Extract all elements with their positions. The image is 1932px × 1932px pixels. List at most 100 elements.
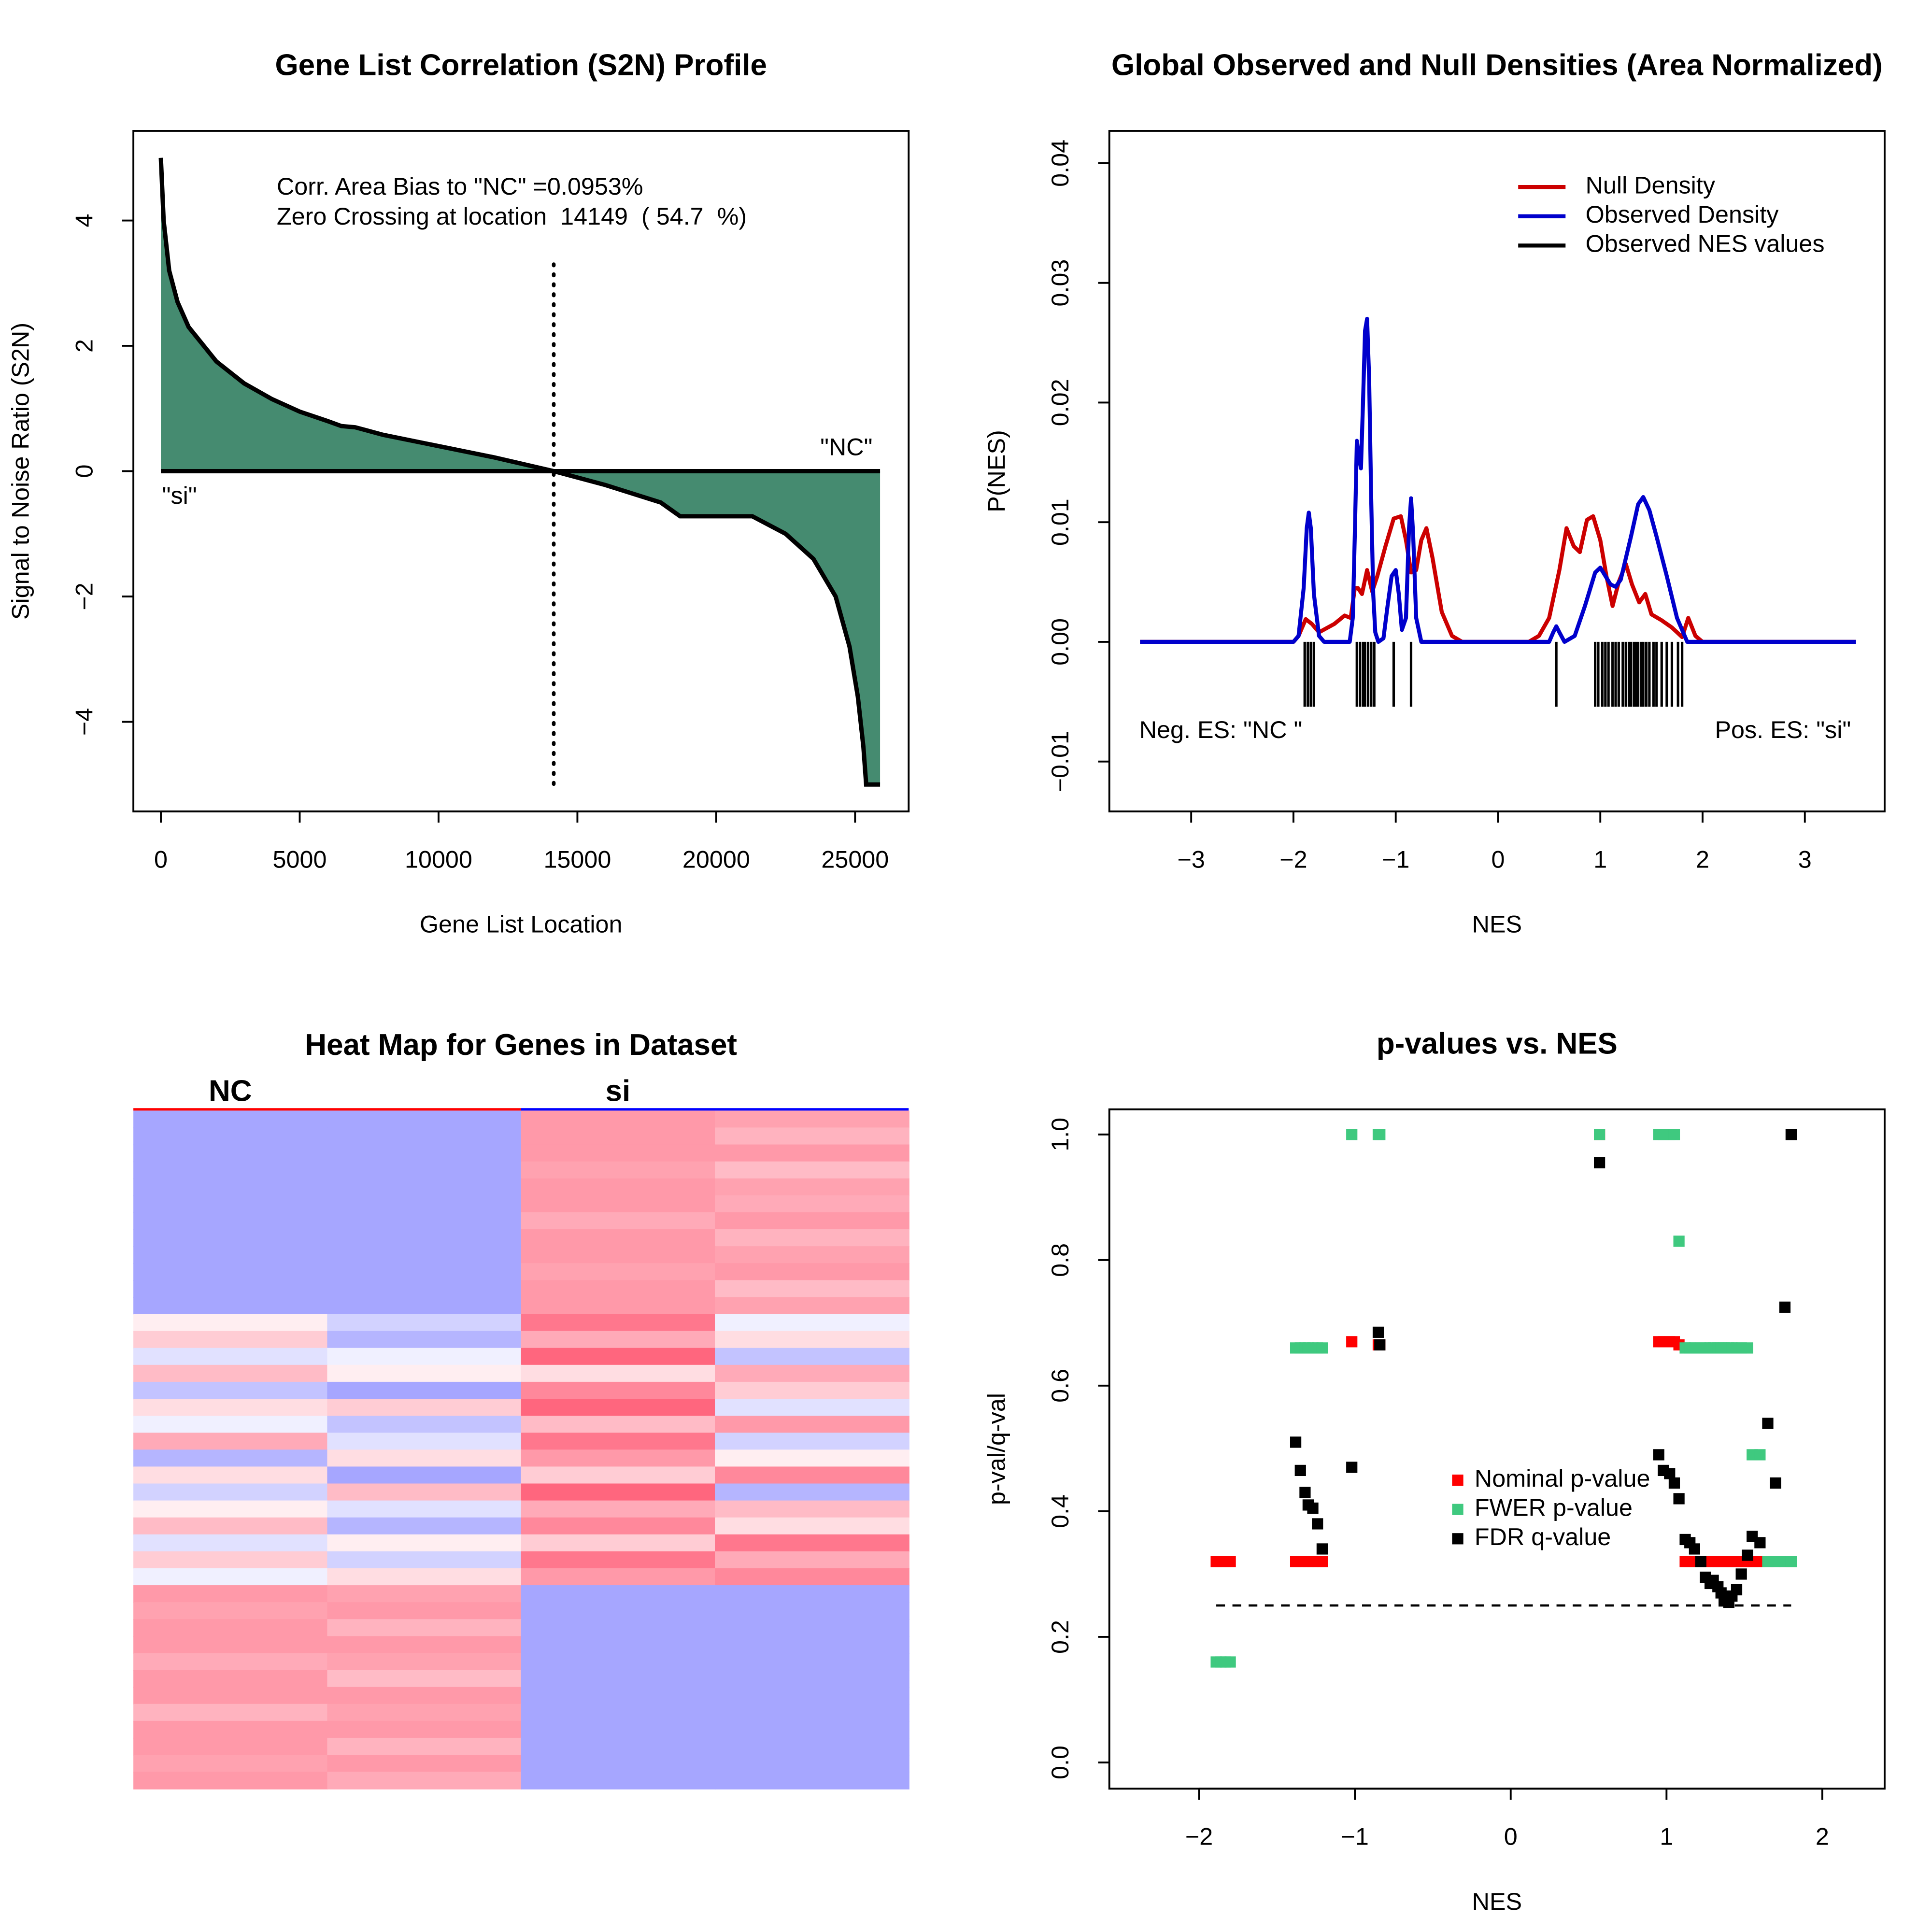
heatmap-cell (327, 1517, 522, 1535)
neg-label: Neg. ES: "NC " (1139, 716, 1303, 743)
heatmap-cell (715, 1483, 909, 1502)
heatmap-cell (133, 1551, 328, 1569)
point (1785, 1556, 1797, 1567)
point (1689, 1543, 1700, 1555)
heatmap-cell (521, 1433, 716, 1450)
heatmap-cell (715, 1737, 909, 1756)
heatmap-cell (715, 1653, 909, 1671)
point (1668, 1477, 1680, 1489)
y-tick-label: 0.00 (1046, 618, 1074, 666)
heatmap-cell (715, 1229, 909, 1247)
heatmap-cell (715, 1178, 909, 1196)
heatmap-cell (521, 1449, 716, 1467)
heatmap-cell (327, 1364, 522, 1383)
heatmap-cell (521, 1772, 716, 1790)
point (1785, 1129, 1797, 1140)
heatmap-cell (521, 1500, 716, 1519)
heatmap-cell (715, 1772, 909, 1790)
y-tick-label: 2 (70, 339, 98, 353)
point (1742, 1549, 1753, 1561)
heatmap-cell (715, 1364, 909, 1383)
heatmap-cell (327, 1314, 522, 1332)
heatmap-cell (133, 1127, 328, 1146)
heatmap-cell (327, 1534, 522, 1552)
heatmap-cell (327, 1297, 522, 1315)
heatmap-cell (521, 1636, 716, 1654)
x-tick-label: 1 (1660, 1823, 1673, 1850)
legend-label: Null Density (1586, 171, 1716, 199)
heatmap-cell (133, 1737, 328, 1756)
x-axis-label: NES (1472, 1888, 1522, 1915)
x-tick-label: −3 (1177, 846, 1205, 873)
point (1668, 1129, 1680, 1140)
heatmap-cell (715, 1195, 909, 1213)
heatmap-cell (715, 1144, 909, 1163)
left-label: "si" (162, 482, 197, 509)
heatmap-cell (327, 1568, 522, 1586)
heatmap-cell (133, 1534, 328, 1552)
heatmap-cell (327, 1670, 522, 1688)
point (1316, 1342, 1328, 1354)
heatmap-cell (521, 1280, 716, 1298)
y-tick-label: 0.02 (1046, 379, 1074, 426)
chart-title: p-values vs. NES (1377, 1027, 1618, 1061)
heatmap-cell (521, 1755, 716, 1773)
heatmap-cell (715, 1280, 909, 1298)
heatmap-cell (715, 1585, 909, 1603)
x-tick-label: −1 (1382, 846, 1409, 873)
point (1307, 1502, 1319, 1514)
x-tick-label: −1 (1341, 1823, 1368, 1850)
heatmap-cell (521, 1568, 716, 1586)
heatmap-cell (521, 1483, 716, 1502)
chart-title: Global Observed and Null Densities (Area… (1111, 49, 1883, 82)
heatmap-cell (327, 1280, 522, 1298)
heatmap-cell (521, 1314, 716, 1332)
point (1695, 1556, 1706, 1567)
heatmap-cell (715, 1348, 909, 1366)
heatmap-cell (327, 1178, 522, 1196)
heatmap-cell (521, 1602, 716, 1620)
heatmap-cell (715, 1602, 909, 1620)
heatmap-cell (327, 1331, 522, 1349)
heatmap-cell (715, 1297, 909, 1315)
point (1754, 1537, 1766, 1548)
x-tick-label: 15000 (543, 846, 611, 873)
heatmap-cell (327, 1602, 522, 1620)
point (1779, 1301, 1791, 1313)
x-axis-label: Gene List Location (420, 910, 623, 938)
heatmap-cell (521, 1381, 716, 1400)
point (1346, 1462, 1358, 1473)
heatmap-cell (133, 1314, 328, 1332)
heatmap-cell (133, 1297, 328, 1315)
heatmap-cell (521, 1517, 716, 1535)
heatmap-cell (521, 1246, 716, 1264)
heatmap-cell (133, 1246, 328, 1264)
heatmap-cell (133, 1229, 328, 1247)
heatmap-cell (327, 1636, 522, 1654)
heatmap-cell (521, 1619, 716, 1637)
heatmap-cell (133, 1331, 328, 1349)
heatmap-cell (327, 1195, 522, 1213)
heatmap-cell (327, 1737, 522, 1756)
y-tick-label: 4 (70, 214, 98, 227)
point (1735, 1568, 1747, 1580)
x-tick-label: 3 (1798, 846, 1812, 873)
heatmap-cell (715, 1110, 909, 1128)
heatmap-cell (133, 1195, 328, 1213)
heatmap-cell (133, 1364, 328, 1383)
heatmap-cell (715, 1534, 909, 1552)
y-tick-label: 0.04 (1046, 140, 1074, 187)
heatmap-cell (327, 1720, 522, 1739)
heatmap-cell (327, 1398, 522, 1417)
point (1374, 1339, 1386, 1350)
point (1770, 1556, 1781, 1567)
legend-label: FWER p-value (1475, 1493, 1633, 1521)
chart-title: Gene List Correlation (S2N) Profile (275, 49, 767, 82)
x-tick-label: 0 (154, 846, 168, 873)
legend-label: FDR q-value (1475, 1523, 1611, 1550)
heatmap-cell (327, 1551, 522, 1569)
point (1770, 1477, 1781, 1489)
heatmap-cell (133, 1178, 328, 1196)
point (1346, 1129, 1358, 1140)
